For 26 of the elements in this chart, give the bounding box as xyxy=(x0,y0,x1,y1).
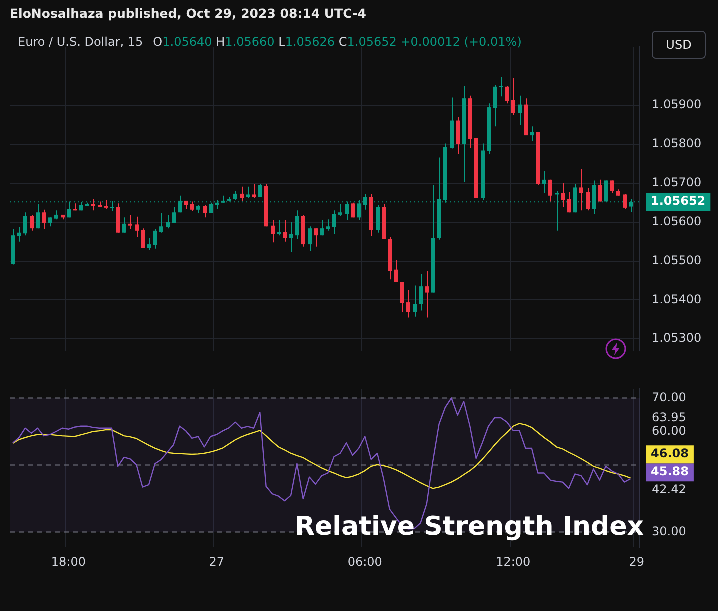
y-tick-label: 30.00 xyxy=(652,524,686,538)
x-tick-label: 06:00 xyxy=(348,554,382,569)
y-tick-label: 42.42 xyxy=(652,482,686,497)
y-tick-label: 63.95 xyxy=(652,410,686,425)
x-tick-label: 29 xyxy=(629,554,645,569)
y-tick-label: 1.05500 xyxy=(652,253,702,268)
y-tick-label: 1.05300 xyxy=(652,331,702,346)
x-tick-label: 12:00 xyxy=(496,554,531,569)
x-tick-label: 27 xyxy=(209,554,225,569)
text: EloNosalhaza published, Oct 29, 2023 08:14 UTC-4 xyxy=(10,6,366,21)
text: Relative Strength Index xyxy=(294,512,644,542)
text: O1.05640 H1.05660 L1.05626 C1.05652 +0.00012 (+0.01%) xyxy=(153,35,522,49)
y-tick-label: 1.05600 xyxy=(652,214,702,228)
y-tick-label: 60.00 xyxy=(652,424,686,438)
x-tick-label: 18:00 xyxy=(51,554,86,569)
y-tick-label: 1.05700 xyxy=(652,176,702,190)
y-tick-label: 70.00 xyxy=(652,390,686,404)
data-label: 45.88 xyxy=(651,464,689,479)
y-tick-label: 1.05900 xyxy=(652,98,702,112)
ref-line-label: 1.05652 xyxy=(651,194,706,208)
candlestick xyxy=(499,77,503,97)
y-axis-title: USD xyxy=(652,31,706,59)
chart-title: Euro / U.S. Dollar, 15 xyxy=(18,35,144,49)
y-tick-label: 1.05400 xyxy=(652,292,702,306)
y-tick-label: 1.05800 xyxy=(652,136,702,151)
data-label: 46.08 xyxy=(651,446,689,461)
